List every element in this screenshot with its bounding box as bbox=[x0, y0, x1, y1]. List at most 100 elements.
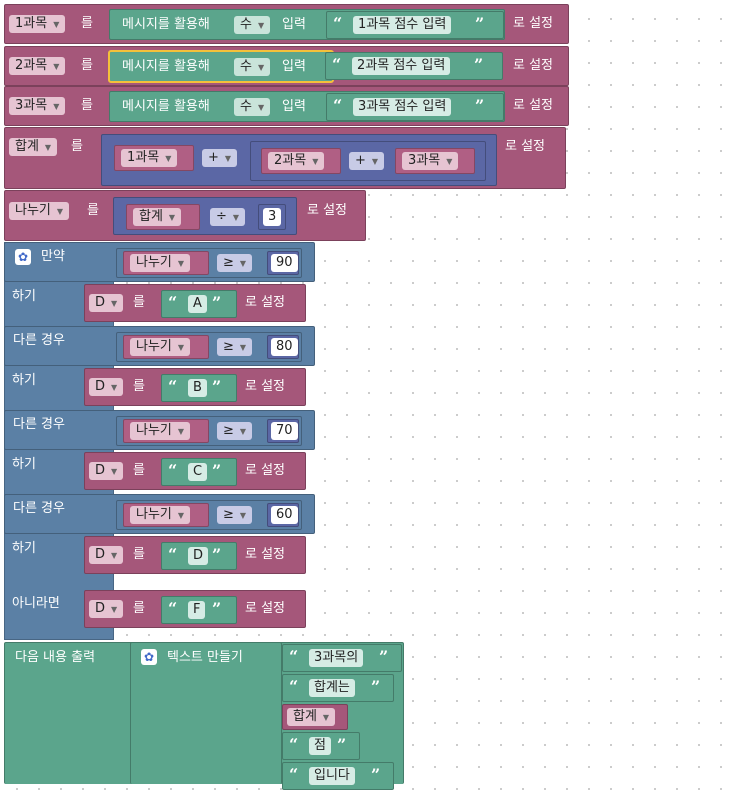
prompt-text-field[interactable]: 2과목 점수 입력 bbox=[352, 57, 451, 75]
text-literal[interactable]: “ C ” bbox=[161, 458, 237, 486]
text-literal[interactable]: “ 3과목 점수 입력 ” bbox=[326, 93, 504, 121]
set-grade-block[interactable]: D ▼ 를 “ F ” 로 설정 bbox=[84, 590, 306, 628]
text-literal[interactable]: “ A ” bbox=[161, 290, 237, 318]
operator-dropdown[interactable]: + ▼ bbox=[202, 149, 238, 167]
text-literal[interactable]: “ D ” bbox=[161, 542, 237, 570]
prompt-text-field[interactable]: 3과목 점수 입력 bbox=[353, 98, 452, 116]
variable-dropdown[interactable]: D ▼ bbox=[89, 294, 124, 312]
set-divide-block[interactable]: 나누기 ▼ 를 합계 ▼ ÷ ▼ 3 로 설정 bbox=[4, 190, 366, 241]
operator-dropdown[interactable]: + ▼ bbox=[349, 152, 385, 170]
variable-dropdown[interactable]: 나누기 ▼ bbox=[130, 506, 191, 524]
variable-dropdown[interactable]: D ▼ bbox=[89, 462, 124, 480]
to-label: 를 bbox=[71, 139, 83, 154]
close-quote-icon: ” bbox=[371, 677, 381, 696]
variable-dropdown[interactable]: 3과목 ▼ bbox=[9, 97, 66, 115]
text-literal[interactable]: “ 합계는 ” bbox=[282, 674, 394, 702]
set-block-3[interactable]: 3과목 ▼ 를 메시지를 활용해 수 ▼ 입력 “ 3과목 점수 입력 ” 로 설정 bbox=[4, 86, 569, 126]
number-field[interactable]: 80 bbox=[271, 338, 298, 356]
set-grade-block[interactable]: D ▼ 를 “ D ” 로 설정 bbox=[84, 536, 306, 574]
prompt-block[interactable]: 메시지를 활용해 수 ▼ 입력 “ 1과목 점수 입력 ” bbox=[109, 9, 505, 40]
variable-dropdown[interactable]: 나누기 ▼ bbox=[130, 254, 191, 272]
set-block-2[interactable]: 2과목 ▼ 를 메시지를 활용해 수 ▼ 입력 “ 2과목 점수 입력 ” 로 설정 bbox=[4, 46, 569, 86]
variable-dropdown[interactable]: 나누기 ▼ bbox=[9, 202, 70, 220]
set-grade-block[interactable]: D ▼ 를 “ B ” 로 설정 bbox=[84, 368, 306, 406]
set-grade-block[interactable]: D ▼ 를 “ C ” 로 설정 bbox=[84, 452, 306, 490]
type-dropdown[interactable]: 수 ▼ bbox=[234, 16, 271, 34]
open-quote-icon: “ bbox=[289, 647, 299, 666]
variable-dropdown[interactable]: 2과목 ▼ bbox=[9, 57, 66, 75]
join-text-block[interactable]: ✿ 텍스트 만들기 bbox=[130, 642, 282, 784]
number-field[interactable]: 60 bbox=[271, 506, 298, 524]
operator-dropdown[interactable]: ≥ ▼ bbox=[217, 422, 253, 440]
variable-dropdown[interactable]: 나누기 ▼ bbox=[130, 338, 191, 356]
variable-dropdown[interactable]: D ▼ bbox=[89, 546, 124, 564]
gear-icon[interactable]: ✿ bbox=[15, 249, 31, 265]
operator-dropdown[interactable]: ÷ ▼ bbox=[210, 208, 246, 226]
grade-field[interactable]: C bbox=[188, 463, 208, 481]
prompt-text-field[interactable]: 1과목 점수 입력 bbox=[353, 16, 452, 34]
operator-dropdown[interactable]: ≥ ▼ bbox=[217, 254, 253, 272]
number-block[interactable]: 80 bbox=[267, 335, 299, 359]
variable-dropdown[interactable]: 합계 ▼ bbox=[9, 138, 58, 156]
text-literal[interactable]: “ 1과목 점수 입력 ” bbox=[326, 11, 504, 39]
variable-getter[interactable]: 합계 ▼ bbox=[282, 704, 348, 730]
variable-getter[interactable]: 합계 ▼ bbox=[126, 204, 200, 230]
compare-block[interactable]: 나누기 ▼ ≥ ▼ 70 bbox=[116, 416, 302, 446]
text-field[interactable]: 점 bbox=[309, 737, 331, 755]
variable-dropdown[interactable]: 합계 ▼ bbox=[133, 208, 182, 226]
gear-icon[interactable]: ✿ bbox=[141, 649, 157, 665]
variable-dropdown[interactable]: 1과목 ▼ bbox=[121, 149, 178, 167]
grade-field[interactable]: D bbox=[188, 547, 209, 565]
number-block[interactable]: 3 bbox=[258, 204, 286, 230]
compare-block[interactable]: 나누기 ▼ ≥ ▼ 90 bbox=[116, 248, 302, 278]
set-grade-block[interactable]: D ▼ 를 “ A ” 로 설정 bbox=[84, 284, 306, 322]
grade-field[interactable]: B bbox=[188, 379, 207, 397]
text-literal[interactable]: “ 2과목 점수 입력 ” bbox=[325, 52, 503, 80]
number-block[interactable]: 90 bbox=[267, 251, 299, 275]
number-block[interactable]: 70 bbox=[267, 419, 299, 443]
variable-dropdown[interactable]: D ▼ bbox=[89, 600, 124, 618]
variable-getter[interactable]: 나누기 ▼ bbox=[123, 335, 209, 359]
type-dropdown[interactable]: 수 ▼ bbox=[234, 58, 271, 76]
type-dropdown[interactable]: 수 ▼ bbox=[234, 98, 271, 116]
add-block-inner[interactable]: 2과목 ▼ + ▼ 3과목 ▼ bbox=[250, 141, 486, 181]
set-sum-block[interactable]: 합계 ▼ 를 1과목 ▼ + ▼ 2과목 ▼ + ▼ 3과목 ▼ 로 설정 bbox=[4, 127, 566, 189]
variable-dropdown[interactable]: 3과목 ▼ bbox=[402, 152, 459, 170]
text-literal[interactable]: “ 입니다 ” bbox=[282, 762, 394, 790]
variable-getter[interactable]: 나누기 ▼ bbox=[123, 251, 209, 275]
text-literal[interactable]: “ F ” bbox=[161, 596, 237, 624]
add-block[interactable]: 1과목 ▼ + ▼ 2과목 ▼ + ▼ 3과목 ▼ bbox=[101, 134, 497, 186]
operator-dropdown[interactable]: ≥ ▼ bbox=[217, 338, 253, 356]
compare-block[interactable]: 나누기 ▼ ≥ ▼ 80 bbox=[116, 332, 302, 362]
close-quote-icon: ” bbox=[371, 765, 381, 784]
prompt-block[interactable]: 메시지를 활용해 수 ▼ 입력 “ 3과목 점수 입력 ” bbox=[109, 91, 505, 122]
text-field[interactable]: 입니다 bbox=[309, 767, 355, 785]
number-field[interactable]: 90 bbox=[271, 254, 298, 272]
variable-dropdown[interactable]: 나누기 ▼ bbox=[130, 422, 191, 440]
compare-block[interactable]: 나누기 ▼ ≥ ▼ 60 bbox=[116, 500, 302, 530]
prompt-block-selected[interactable]: 메시지를 활용해 수 ▼ 입력 bbox=[108, 50, 334, 83]
variable-getter[interactable]: 2과목 ▼ bbox=[261, 148, 341, 174]
variable-dropdown[interactable]: 2과목 ▼ bbox=[268, 152, 325, 170]
variable-dropdown[interactable]: D ▼ bbox=[89, 378, 124, 396]
variable-getter[interactable]: 3과목 ▼ bbox=[395, 148, 475, 174]
text-literal[interactable]: “ 점 ” bbox=[282, 732, 360, 760]
text-field[interactable]: 합계는 bbox=[309, 679, 355, 697]
variable-dropdown[interactable]: 합계 ▼ bbox=[287, 708, 336, 726]
number-block[interactable]: 60 bbox=[267, 503, 299, 527]
set-label: 로 설정 bbox=[513, 16, 554, 31]
grade-field[interactable]: A bbox=[188, 295, 207, 313]
variable-dropdown[interactable]: 1과목 ▼ bbox=[9, 15, 66, 33]
grade-field[interactable]: F bbox=[188, 601, 206, 619]
operator-dropdown[interactable]: ≥ ▼ bbox=[217, 506, 253, 524]
variable-getter[interactable]: 나누기 ▼ bbox=[123, 419, 209, 443]
text-literal[interactable]: “ B ” bbox=[161, 374, 237, 402]
divide-block[interactable]: 합계 ▼ ÷ ▼ 3 bbox=[113, 197, 297, 235]
text-field[interactable]: 3과목의 bbox=[309, 649, 364, 667]
number-field[interactable]: 70 bbox=[271, 422, 298, 440]
number-field[interactable]: 3 bbox=[263, 208, 282, 226]
text-literal[interactable]: “ 3과목의 ” bbox=[282, 644, 402, 672]
variable-getter[interactable]: 1과목 ▼ bbox=[114, 145, 194, 171]
variable-getter[interactable]: 나누기 ▼ bbox=[123, 503, 209, 527]
set-block-1[interactable]: 1과목 ▼ 를 메시지를 활용해 수 ▼ 입력 “ 1과목 점수 입력 ” 로 설정 bbox=[4, 4, 569, 44]
